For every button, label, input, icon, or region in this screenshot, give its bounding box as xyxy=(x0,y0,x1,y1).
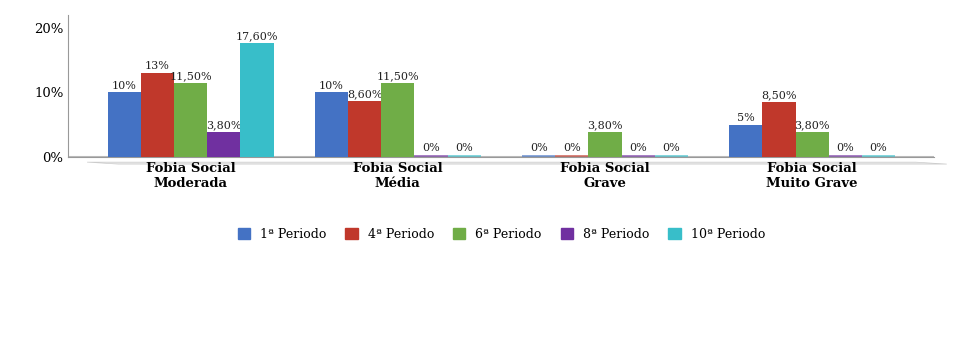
Text: 8,60%: 8,60% xyxy=(347,90,382,99)
Bar xyxy=(141,73,174,157)
Text: 0%: 0% xyxy=(629,143,647,154)
Text: 11,50%: 11,50% xyxy=(376,71,420,81)
Text: 0%: 0% xyxy=(563,143,581,154)
Bar xyxy=(655,155,687,157)
Bar xyxy=(796,133,828,157)
Bar xyxy=(381,83,415,157)
Text: 10%: 10% xyxy=(319,81,344,90)
Bar xyxy=(828,155,862,157)
Bar xyxy=(762,102,796,157)
Legend: 1ª Periodo, 4ª Periodo, 6ª Periodo, 8ª Periodo, 10ª Periodo: 1ª Periodo, 4ª Periodo, 6ª Periodo, 8ª P… xyxy=(232,223,770,246)
Text: 5%: 5% xyxy=(737,113,755,123)
Polygon shape xyxy=(87,162,947,164)
Text: 8,50%: 8,50% xyxy=(761,90,797,100)
Bar xyxy=(621,155,655,157)
Bar xyxy=(108,92,141,157)
Bar xyxy=(555,155,588,157)
Text: 0%: 0% xyxy=(662,143,680,154)
Text: 17,60%: 17,60% xyxy=(236,31,278,42)
Bar xyxy=(348,102,381,157)
Text: 0%: 0% xyxy=(530,143,547,154)
Text: 10%: 10% xyxy=(112,81,137,90)
Bar xyxy=(240,43,274,157)
Bar xyxy=(730,125,762,157)
Bar xyxy=(174,83,207,157)
Bar xyxy=(315,92,348,157)
Bar xyxy=(415,155,447,157)
Text: 3,80%: 3,80% xyxy=(794,120,829,131)
Text: 3,80%: 3,80% xyxy=(206,120,242,131)
Bar xyxy=(447,155,481,157)
Text: 13%: 13% xyxy=(145,61,170,71)
Bar xyxy=(207,133,240,157)
Text: 3,80%: 3,80% xyxy=(588,120,623,131)
Bar xyxy=(522,155,555,157)
Bar xyxy=(862,155,895,157)
Text: 0%: 0% xyxy=(455,143,473,154)
Text: 0%: 0% xyxy=(836,143,854,154)
Bar xyxy=(588,133,621,157)
Text: 0%: 0% xyxy=(870,143,887,154)
Text: 11,50%: 11,50% xyxy=(169,71,212,81)
Text: 0%: 0% xyxy=(422,143,440,154)
